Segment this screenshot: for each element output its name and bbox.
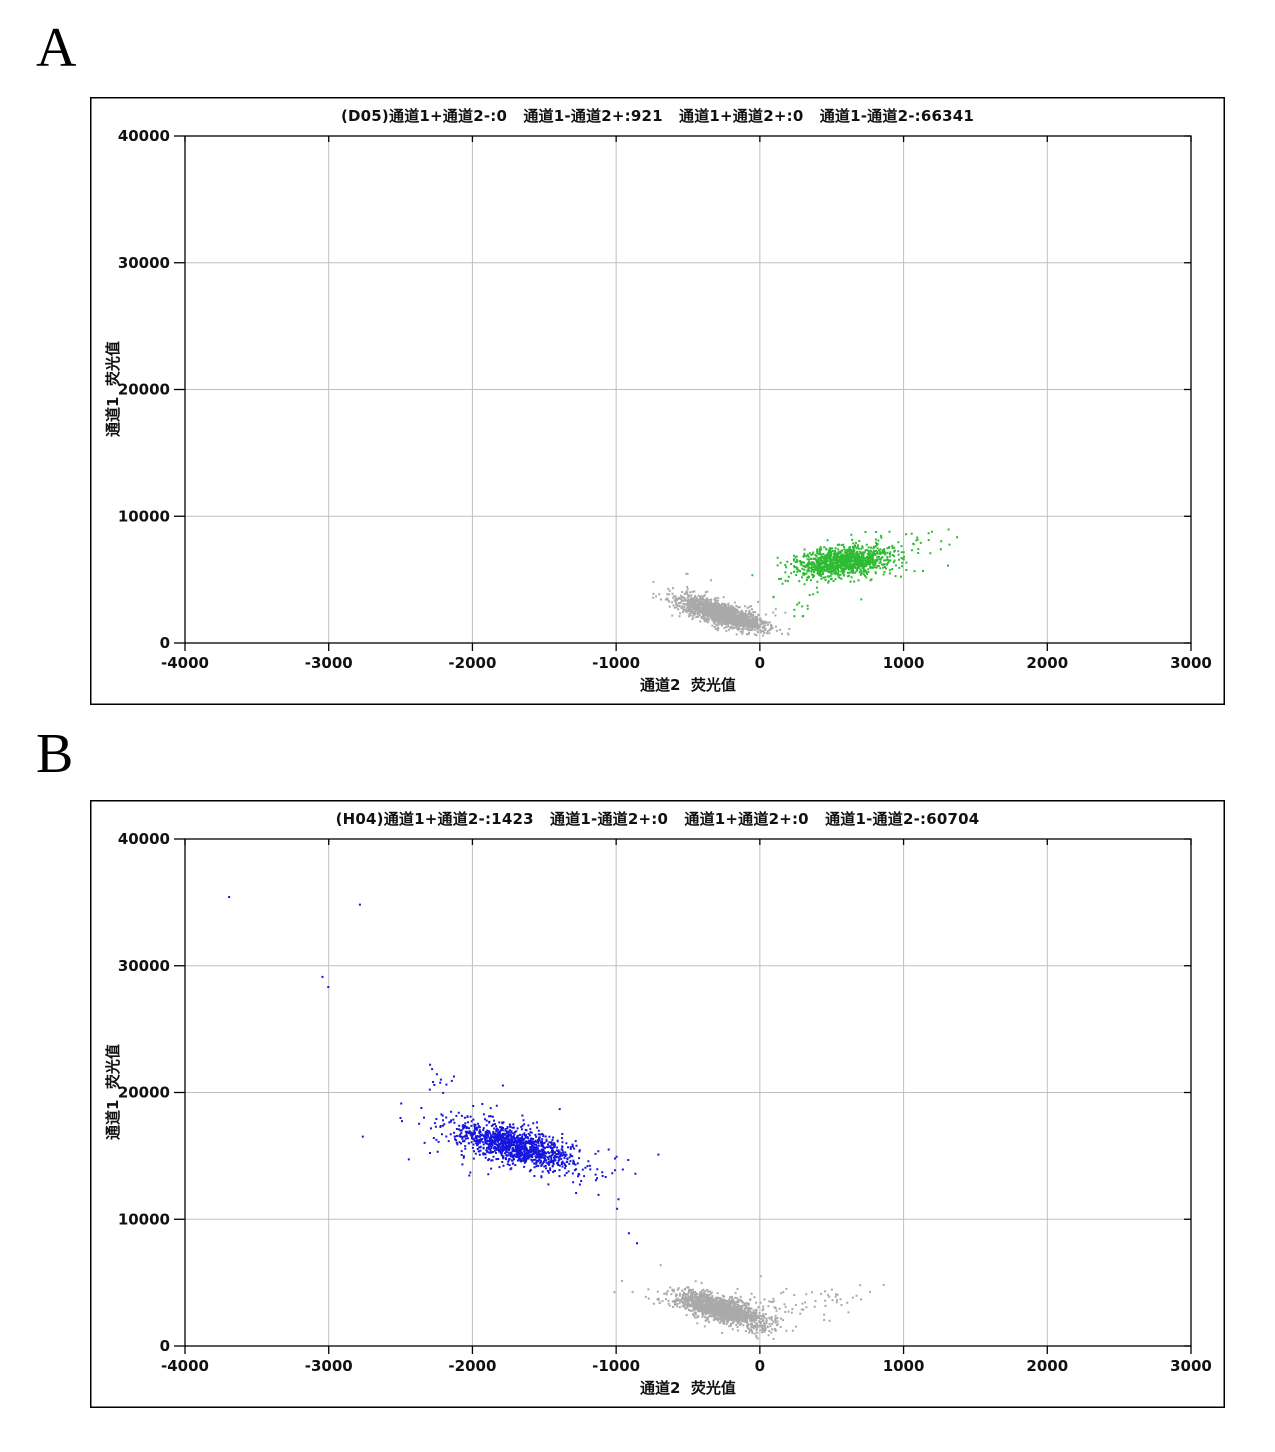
svg-text:-4000: -4000 <box>161 1357 209 1375</box>
cluster-negative-droplets-main <box>656 1286 797 1335</box>
svg-text:3000: 3000 <box>1170 1357 1212 1375</box>
chart-title-a: (D05)通道1+通道2-:0 通道1-通道2+:921 通道1+通道2+:0 … <box>340 107 975 125</box>
svg-text:2000: 2000 <box>1026 654 1068 672</box>
axis-ticks <box>174 135 1192 651</box>
y-axis-label-b: 通道1 荧光值 <box>104 1044 122 1140</box>
svg-text:-1000: -1000 <box>592 654 640 672</box>
svg-text:-2000: -2000 <box>448 1357 496 1375</box>
cluster-ch2-positive-low-tail <box>793 579 830 618</box>
cluster-ch1-positive-upper-trail <box>428 1063 455 1094</box>
svg-text:-3000: -3000 <box>305 1357 353 1375</box>
svg-text:-1000: -1000 <box>592 1357 640 1375</box>
figure-border <box>90 800 1225 1408</box>
svg-text:-3000: -3000 <box>305 654 353 672</box>
gridlines <box>185 839 1191 1346</box>
x-tick-labels: -4000 -3000 -2000 -1000 0 1000 2000 3000 <box>161 654 1212 672</box>
cluster-negative-right-tail <box>733 1275 862 1327</box>
svg-text:1000: 1000 <box>883 1357 925 1375</box>
outliers-ch2-positive-right-strays <box>888 530 942 567</box>
svg-text:0: 0 <box>160 1337 170 1355</box>
svg-text:30000: 30000 <box>118 957 170 975</box>
svg-text:0: 0 <box>160 634 170 652</box>
svg-text:2000: 2000 <box>1026 1357 1068 1375</box>
gridlines <box>185 136 1191 643</box>
cluster-ch2-positive-main <box>776 539 916 583</box>
y-tick-labels: 0 10000 20000 30000 40000 <box>118 127 170 652</box>
x-axis-label-a: 通道2 荧光值 <box>640 676 736 694</box>
svg-text:-4000: -4000 <box>161 654 209 672</box>
panel-label-a: A <box>36 17 77 79</box>
scatter-plot-a: -4000 -3000 -2000 -1000 0 1000 2000 3000 0 10000 2… <box>90 97 1225 705</box>
plot-canvas-a: -4000 -3000 -2000 -1000 0 1000 2000 30000100002… <box>90 97 1225 705</box>
axis-ticks <box>174 838 1192 1354</box>
svg-text:10000: 10000 <box>118 1210 170 1228</box>
x-axis-label-b: 通道2 荧光值 <box>640 1379 736 1397</box>
scatter-plot-b: -4000 -3000 -2000 -1000 0 1000 2000 3000 0 10000 2… <box>90 800 1225 1408</box>
panel-label-b: B <box>36 723 74 785</box>
outliers-negative-isolated <box>659 1264 885 1293</box>
svg-text:1000: 1000 <box>883 654 925 672</box>
svg-text:40000: 40000 <box>118 127 170 145</box>
svg-text:40000: 40000 <box>118 830 170 848</box>
plot-canvas-b: -4000 -3000 -2000 -1000 0 1000 2000 30000100002… <box>90 800 1225 1408</box>
y-tick-labels: 0 10000 20000 30000 40000 <box>118 830 170 1355</box>
svg-text:3000: 3000 <box>1170 654 1212 672</box>
chart-title-b: (H04)通道1+通道2-:1423 通道1-通道2+:0 通道1+通道2+:0… <box>335 810 980 828</box>
cluster-negative-droplets-main <box>652 587 791 637</box>
svg-text:-2000: -2000 <box>448 654 496 672</box>
svg-text:20000: 20000 <box>118 1084 170 1102</box>
y-axis-label-a: 通道1 荧光值 <box>104 341 122 437</box>
svg-text:0: 0 <box>755 654 765 672</box>
cluster-ch1-positive-main <box>401 1110 637 1184</box>
svg-text:10000: 10000 <box>118 507 170 525</box>
svg-text:30000: 30000 <box>118 254 170 272</box>
svg-text:0: 0 <box>755 1357 765 1375</box>
cluster-negative-low-spike <box>733 1314 777 1340</box>
svg-text:20000: 20000 <box>118 381 170 399</box>
figure-border <box>90 97 1225 705</box>
x-tick-labels: -4000 -3000 -2000 -1000 0 1000 2000 3000 <box>161 1357 1212 1375</box>
